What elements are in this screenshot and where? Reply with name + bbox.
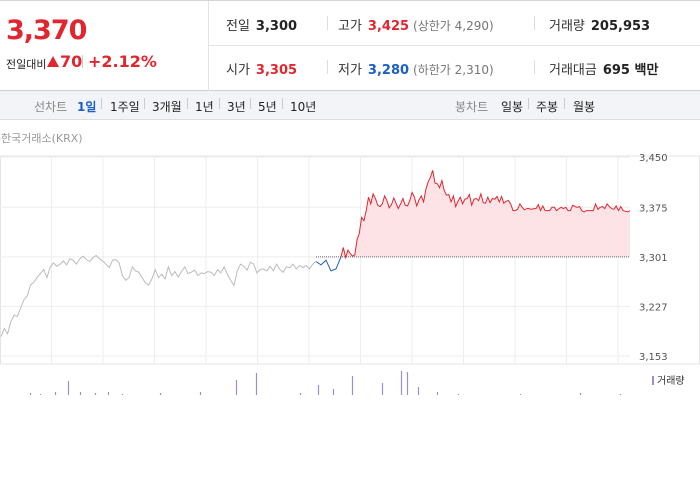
divider (327, 60, 328, 74)
intraday-line (340, 170, 631, 260)
prev-close: 전일 3,300 (226, 19, 298, 34)
plot-frame (0, 155, 700, 365)
period-1y[interactable]: 1년 (195, 100, 214, 114)
y-tick-label: 3,375 (639, 203, 668, 214)
candle-chart-label: 봉차트 (455, 100, 489, 114)
divider (209, 45, 700, 46)
day-low: 저가 3,280 (하한가 2,310) (338, 63, 494, 78)
price-box: 3,370 전일대비 70 +2.12% (0, 1, 209, 91)
divider (534, 16, 535, 30)
period-3y[interactable]: 3년 (227, 100, 246, 114)
open-segment-line (315, 256, 342, 272)
y-tick-label: 3,301 (639, 253, 668, 264)
line-chart-label: 선차트 (34, 100, 68, 114)
source-label: 한국거래소(KRX) (1, 132, 83, 145)
current-price: 3,370 (6, 15, 87, 46)
divider (564, 98, 565, 109)
change-label: 전일대비 (6, 58, 47, 71)
volume-swatch-icon (652, 376, 654, 385)
previous-day-line (0, 254, 317, 337)
change-value: 70 (47, 52, 82, 71)
price-chart[interactable]: 3,450 3,375 3,301 3,227 3,153 (0, 120, 700, 400)
divider (187, 98, 188, 109)
candle-weekly[interactable]: 주봉 (536, 100, 559, 114)
divider (144, 98, 145, 109)
period-1w[interactable]: 1주일 (110, 100, 140, 114)
y-tick-label: 3,153 (639, 352, 668, 363)
candle-daily[interactable]: 일봉 (501, 100, 524, 114)
period-5y[interactable]: 5년 (258, 100, 277, 114)
trade-amount: 거래대금 695 백만 (549, 63, 659, 78)
change-percent: +2.12% (88, 52, 157, 71)
divider (250, 98, 251, 109)
day-high: 고가 3,425 (상한가 4,290) (338, 19, 494, 34)
period-3m[interactable]: 3개월 (152, 100, 182, 114)
volume: 거래량 205,953 (549, 19, 651, 34)
open-price: 시가 3,305 (226, 63, 298, 78)
volume-legend: 거래량 (652, 372, 685, 387)
divider (327, 16, 328, 30)
y-tick-label: 3,227 (639, 302, 668, 313)
chart-toolbar: 선차트 1일 1주일 3개월 1년 3년 5년 10년 봉차트 일봉 주봉 월봉 (0, 91, 700, 120)
up-triangle-icon (47, 56, 59, 67)
divider (101, 98, 102, 109)
divider (528, 98, 529, 109)
period-1d[interactable]: 1일 (77, 100, 97, 114)
quote-header: 3,370 전일대비 70 +2.12% 전일 3,300 고가 3,425 (상한가… (0, 0, 700, 91)
candle-monthly[interactable]: 월봉 (573, 100, 596, 114)
y-tick-label: 3,450 (639, 153, 668, 164)
divider (219, 98, 220, 109)
divider (82, 55, 83, 68)
divider (282, 98, 283, 109)
period-10y[interactable]: 10년 (290, 100, 317, 114)
divider (534, 60, 535, 74)
intraday-area-fill (341, 170, 630, 258)
